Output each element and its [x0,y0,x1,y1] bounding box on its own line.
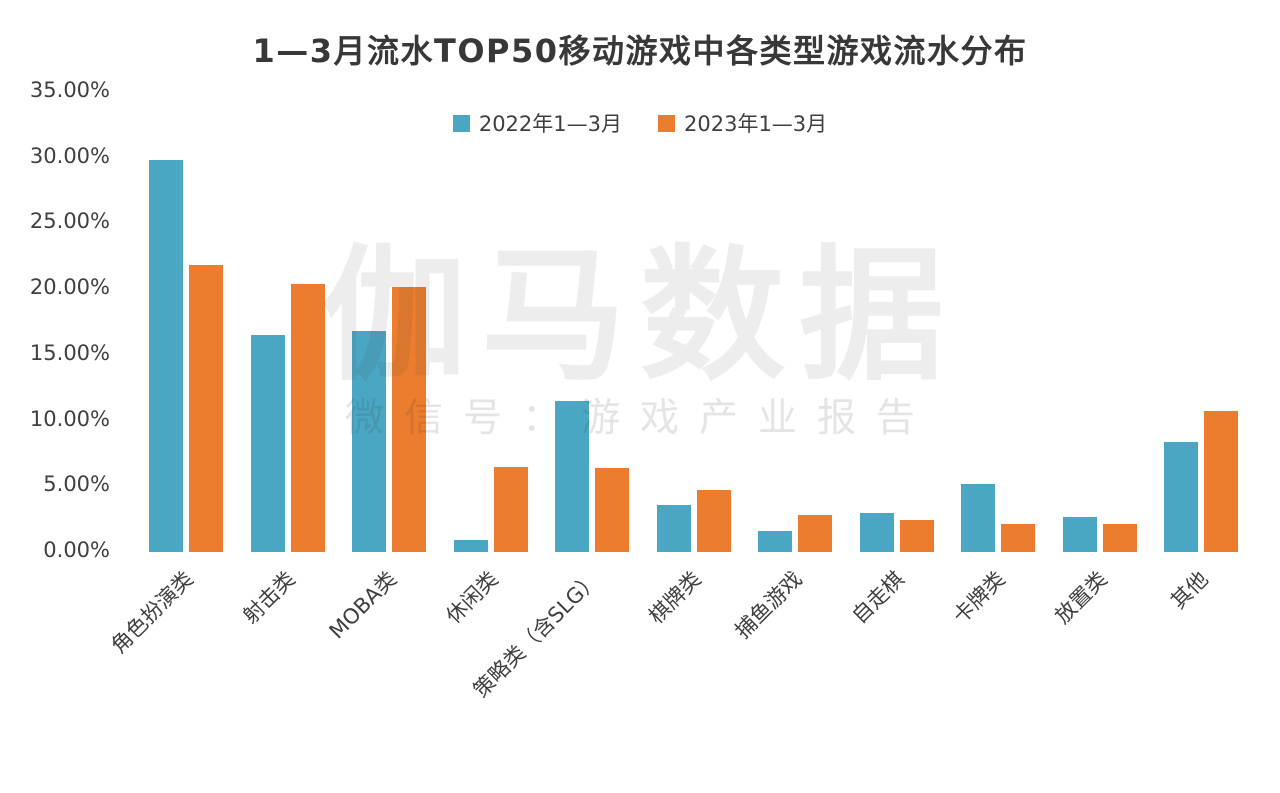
legend: 2022年1—3月 2023年1—3月 [0,108,1280,138]
y-tick-label: 10.00% [29,406,110,431]
chart-title: 1—3月流水TOP50移动游戏中各类型游戏流水分布 [252,32,1028,70]
bar-series1-10 [1204,411,1238,552]
bar-series1-0 [189,265,223,552]
bar-series1-4 [595,468,629,552]
legend-label: 2023年1—3月 [684,112,828,136]
bar-series0-5 [656,505,691,552]
bar-series0-0 [149,160,183,552]
y-tick-label: 5.00% [43,472,110,497]
y-tick-label: 20.00% [29,275,110,300]
y-tick-label: 35.00% [29,78,110,102]
bar-series0-4 [555,401,589,552]
bar-series1-2 [392,287,426,552]
y-axis: 35.00% 30.00% 25.00% 20.00% 15.00% 10.00% 5.00… [0,0,110,793]
x-axis-label-3: 休闲类 [440,566,503,629]
bar-series1-1 [290,284,325,552]
bar-series1-3 [493,467,528,552]
bar-series0-9 [1062,517,1097,552]
bar-series1-8 [1001,524,1035,552]
bar-series0-2 [352,331,386,552]
bar-series0-7 [859,513,894,552]
x-axis-label-8: 卡牌类 [948,566,1010,629]
legend-swatch-icon [658,114,675,132]
bar-series0-1 [250,335,285,552]
legend-swatch-icon [452,114,470,132]
bar-series0-8 [961,484,995,552]
x-axis-label-7: 自走棋 [846,566,909,629]
x-axis-label-2: MOBA类 [324,566,401,644]
x-axis-label-5: 棋牌类 [643,566,706,629]
bar-series0-10 [1164,442,1198,552]
legend-item-1: 2023年1—3月 [658,108,827,138]
y-tick-label: 25.00% [29,209,110,234]
legend-item-0: 2022年1—3月 [452,108,622,138]
x-axis-label-10: 其他 [1166,566,1213,614]
x-axis-label-0: 角色扮演类 [106,566,198,659]
x-axis-label-1: 射击类 [237,566,300,629]
bar-series0-6 [758,531,792,552]
bar-series1-6 [798,515,832,552]
bar-series0-3 [453,540,488,552]
x-axis-label-6: 捕鱼游戏 [730,566,807,644]
y-tick-label: 30.00% [29,143,110,168]
bar-series1-7 [899,520,934,552]
x-axis-label-9: 放置类 [1049,566,1112,629]
y-tick-label: 15.00% [29,340,110,365]
bar-series1-5 [696,490,731,552]
bar-series1-9 [1102,524,1137,552]
legend-label: 2022年1—3月 [478,112,622,136]
y-tick-label: 0.00% [43,538,110,562]
